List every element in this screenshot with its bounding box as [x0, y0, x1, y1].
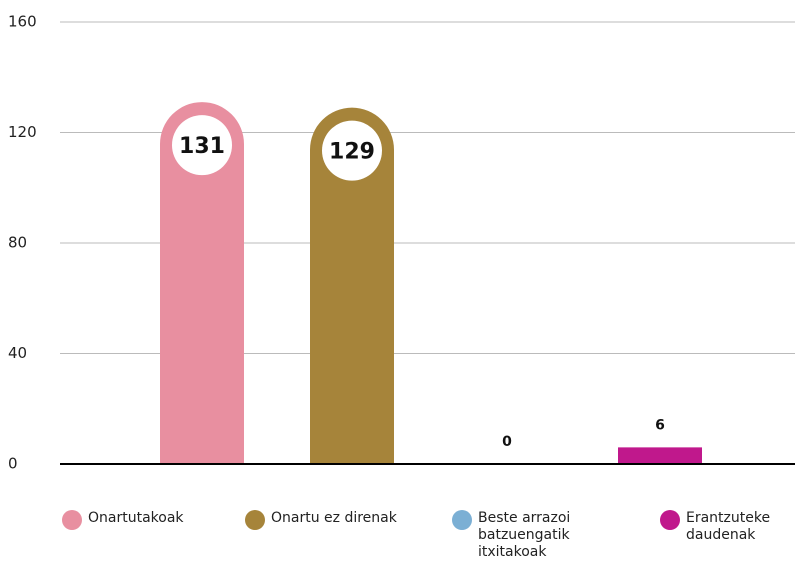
legend-label: Onartutakoak	[88, 510, 184, 526]
bar	[310, 107, 394, 464]
value-label-bg	[322, 120, 382, 181]
chart: 0 40 80 120 160 131 129 0 6	[8, 13, 795, 473]
value-label-bg	[172, 115, 232, 176]
legend-swatch	[62, 510, 82, 530]
y-tick-label: 120	[8, 123, 37, 141]
value-label: 131	[179, 134, 225, 159]
legend-label: Onartu ez direnak	[271, 510, 397, 526]
legend-item: Erantzuteke daudenak	[660, 510, 780, 544]
y-tick-label: 40	[8, 344, 27, 362]
legend-swatch	[660, 510, 680, 530]
legend-label: Erantzuteke daudenak	[686, 510, 771, 543]
legend-swatch	[452, 510, 472, 530]
y-tick-label: 0	[8, 455, 18, 473]
legend-label: Beste arrazoi batzuengatik itxitakoak	[478, 510, 571, 560]
legend-swatch	[245, 510, 265, 530]
value-label: 129	[329, 140, 375, 165]
legend-item: Beste arrazoi batzuengatik itxitakoak	[452, 510, 592, 561]
legend-item: Onartutakoak	[62, 510, 212, 530]
value-label: 6	[655, 417, 665, 433]
value-label: 0	[502, 434, 512, 450]
y-tick-label: 80	[8, 234, 27, 252]
legend-item: Onartu ez direnak	[245, 510, 415, 530]
bar	[160, 102, 244, 465]
bar	[618, 447, 702, 464]
y-tick-label: 160	[8, 13, 37, 31]
